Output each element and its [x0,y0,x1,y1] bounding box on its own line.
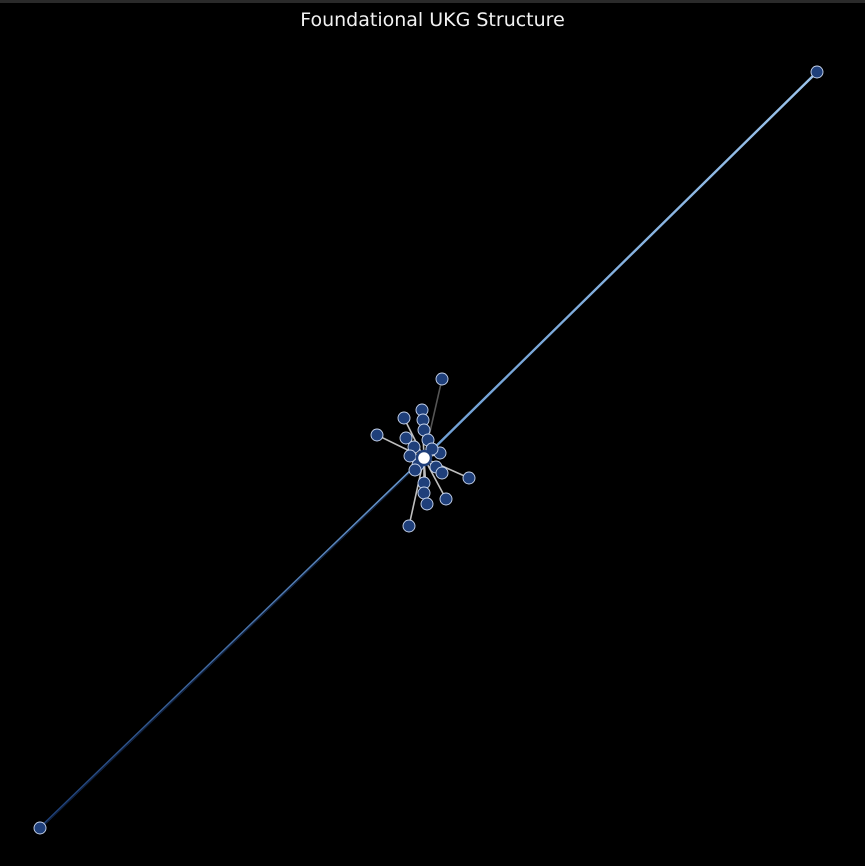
graph-node [370,428,384,442]
graph-node [417,486,431,500]
graph-node [435,466,449,480]
graph-node [420,497,434,511]
nodes [33,65,824,835]
graph-node [397,411,411,425]
edge-to-outlier-top-right [423,71,818,459]
network-graph [33,65,824,835]
graph-node [810,65,824,79]
edge-to-outlier-bottom-left [39,457,425,829]
graph-node [399,431,413,445]
chart-title: Foundational UKG Structure [300,9,565,31]
graph-node [402,519,416,533]
edge-shadow [43,462,421,826]
graph-node [408,463,422,477]
graph-node [439,492,453,506]
central-hub-node [415,449,433,467]
graph-node [435,372,449,386]
graph-node [33,821,47,835]
graph-node [462,471,476,485]
long-edges [39,71,818,829]
